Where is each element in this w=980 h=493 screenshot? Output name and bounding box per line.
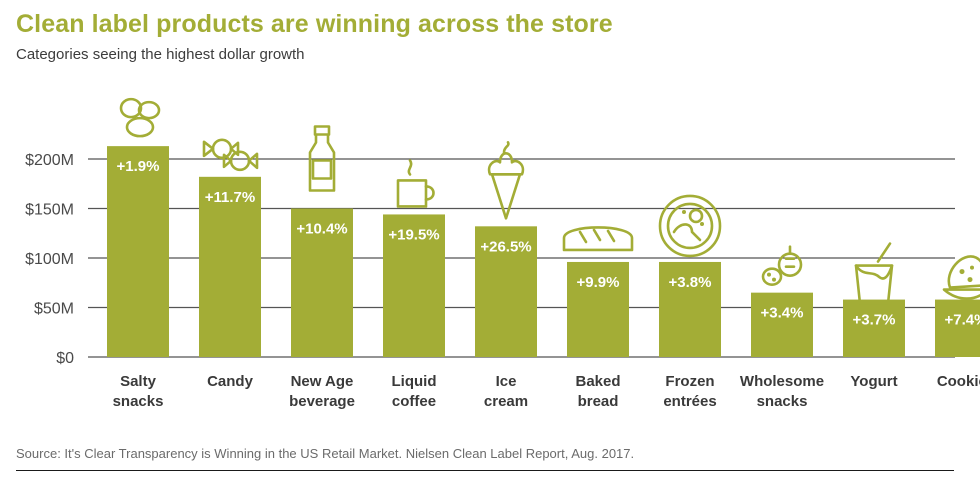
bar	[843, 299, 905, 357]
bar	[291, 208, 353, 357]
data-label: +19.5%	[388, 226, 439, 243]
wrapped-candy-icon	[202, 138, 259, 172]
category-label: bread	[578, 393, 619, 410]
bar	[659, 261, 721, 357]
category-label: Wholesome	[740, 373, 824, 390]
category-label: beverage	[289, 393, 355, 410]
y-tick-label: $50M	[34, 301, 74, 318]
source-note: Source: It's Clear Transparency is Winni…	[16, 446, 635, 461]
data-label: +7.4%	[945, 312, 980, 329]
category-label: Frozen	[665, 373, 714, 390]
bar	[935, 299, 980, 357]
nuts-berries-icon	[761, 245, 803, 286]
category-label: coffee	[392, 393, 436, 410]
y-tick-label: $0	[56, 350, 74, 367]
category-label: Candy	[207, 373, 254, 390]
bar	[383, 214, 445, 357]
data-label: +11.7%	[205, 189, 255, 206]
category-label: Cookies	[937, 373, 980, 390]
category-label: Baked	[575, 373, 620, 390]
milk-bottle-icon	[308, 125, 336, 192]
bottom-rule	[16, 470, 954, 471]
data-label: +3.7%	[853, 312, 896, 329]
category-label: cream	[484, 393, 528, 410]
data-label: +3.4%	[761, 305, 804, 322]
peanuts-icon	[119, 97, 161, 138]
category-label: entrées	[663, 393, 716, 410]
category-label: snacks	[757, 393, 808, 410]
data-label: +3.8%	[669, 274, 712, 291]
category-label: Salty	[120, 373, 157, 390]
y-tick-label: $200M	[25, 152, 74, 169]
category-label: Yogurt	[850, 373, 897, 390]
bar	[107, 146, 169, 357]
cookie-icon	[942, 255, 980, 300]
data-label: +1.9%	[117, 158, 160, 175]
coffee-mug-icon	[396, 159, 435, 208]
category-label: snacks	[113, 393, 164, 410]
bar	[475, 226, 537, 357]
category-label: Liquid	[392, 373, 437, 390]
bar	[751, 292, 813, 357]
yogurt-cup-icon	[854, 242, 894, 305]
bread-loaf-icon	[562, 226, 634, 252]
frozen-meal-plate-icon	[658, 194, 722, 258]
bar	[199, 176, 261, 357]
bar	[567, 261, 629, 357]
chart-title: Clean label products are winning across …	[16, 10, 613, 38]
data-label: +10.4%	[296, 221, 347, 238]
category-label: New Age	[291, 373, 354, 390]
data-label: +26.5%	[480, 238, 531, 255]
y-tick-label: $100M	[25, 251, 74, 268]
y-tick-label: $150M	[25, 202, 74, 219]
ice-cream-cone-icon	[487, 141, 525, 220]
chart-subtitle: Categories seeing the highest dollar gro…	[16, 46, 305, 63]
category-label: Ice	[496, 373, 517, 390]
data-label: +9.9%	[577, 274, 620, 291]
